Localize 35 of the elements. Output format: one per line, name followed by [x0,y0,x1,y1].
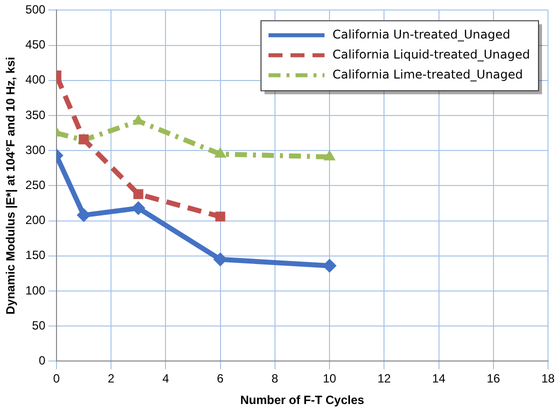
x-tick-label: 4 [162,372,170,386]
x-tick-label: 6 [216,372,224,386]
y-tick-label: 250 [25,178,46,192]
point [214,147,226,158]
x-axis-title: Number of F-T Cycles [240,393,365,408]
legend-label: California Liquid-treated_Unaged [332,47,530,62]
point [76,208,91,222]
x-tick-label: 14 [432,372,446,386]
x-tick-label: 12 [377,372,392,386]
point [323,150,336,160]
y-tick-label: 150 [25,248,46,262]
y-tick-label: 350 [25,108,46,122]
x-tick-label: 16 [486,372,500,386]
y-tick-label: 500 [25,2,46,17]
y-tick-label: 300 [25,142,46,157]
x-tick-label: 8 [272,372,279,386]
point [131,201,146,216]
y-axis-title: Dynamic Modulus |E*| at 104°F and 10 Hz, ksi [4,56,18,314]
point [133,189,144,200]
point [215,212,226,222]
x-tick-label: 0 [53,372,60,386]
y-tick-label: 0 [38,354,46,368]
y-tick-label: 50 [32,318,46,332]
y-tick-label: 400 [25,72,46,87]
point [132,114,144,125]
legend-label: California Un-treated_Unaged [332,27,510,42]
x-tick-label: 2 [108,372,115,386]
x-tick-label: 18 [541,372,555,386]
legend-label: California Lime-treated_Unaged [332,67,523,82]
y-tick-label: 200 [25,213,46,228]
point [322,258,337,273]
y-tick-label: 100 [25,283,46,298]
y-tick-label: 450 [25,38,46,52]
x-tick-label: 10 [322,372,337,386]
point [213,252,228,266]
